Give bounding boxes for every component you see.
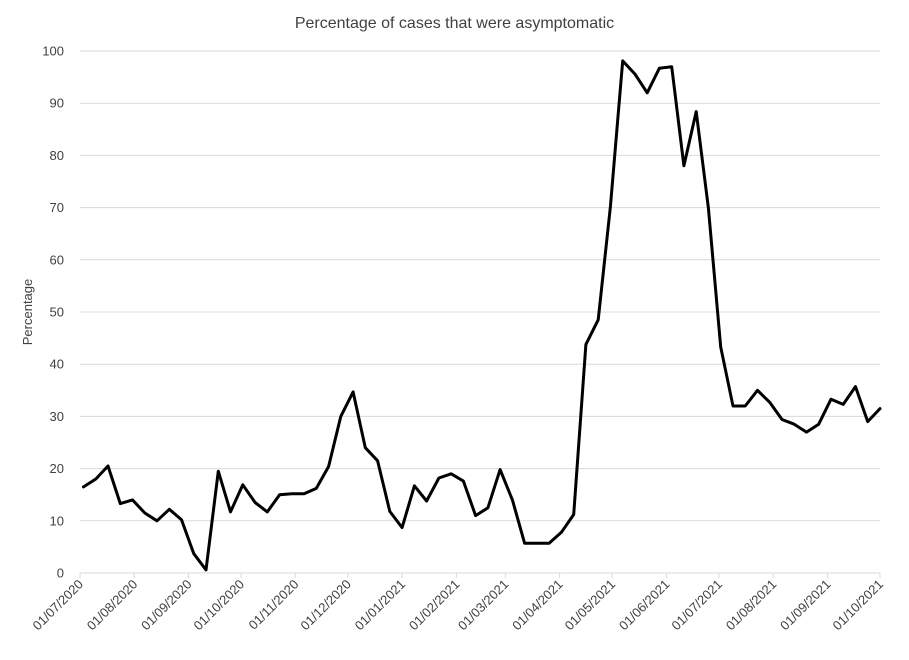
y-tick-label: 30 — [50, 409, 64, 424]
x-tick-label: 01/08/2020 — [84, 577, 141, 634]
series-layer — [82, 59, 882, 572]
y-tick-label: 60 — [50, 252, 64, 267]
x-tick-label: 01/02/2021 — [406, 577, 463, 634]
x-axis-ticks: 01/07/202001/08/202001/09/202001/10/2020… — [29, 573, 886, 633]
x-tick-label: 01/06/2021 — [616, 577, 673, 634]
x-tick-label: 01/01/2021 — [352, 577, 409, 634]
y-axis-ticks: 0 10 20 30 40 50 60 70 80 90 100 — [42, 44, 64, 581]
x-tick-label: 01/05/2021 — [562, 577, 619, 634]
y-tick-label: 100 — [42, 44, 64, 59]
x-tick-label: 01/10/2020 — [191, 577, 248, 634]
gridlines — [80, 50, 880, 574]
x-tick-label: 01/04/2021 — [509, 577, 566, 634]
y-tick-label: 90 — [50, 96, 64, 111]
x-tick-label: 01/07/2021 — [668, 577, 725, 634]
y-tick-label: 10 — [50, 513, 64, 528]
y-tick-label: 0 — [57, 566, 64, 581]
y-tick-label: 50 — [50, 305, 64, 320]
chart-title: Percentage of cases that were asymptomat… — [295, 15, 614, 32]
y-tick-label: 80 — [50, 148, 64, 163]
x-tick-label: 01/11/2020 — [245, 577, 301, 633]
x-tick-label: 01/09/2021 — [777, 577, 834, 634]
y-tick-label: 40 — [50, 357, 64, 372]
x-tick-label: 01/12/2020 — [297, 577, 354, 634]
x-tick-label: 01/10/2021 — [829, 577, 886, 634]
y-axis-label: Percentage — [20, 279, 35, 346]
x-tick-label: 01/09/2020 — [138, 577, 195, 634]
y-tick-label: 20 — [50, 461, 64, 476]
y-tick-label: 70 — [50, 200, 64, 215]
series-line — [82, 59, 882, 572]
x-tick-label: 01/07/2020 — [29, 577, 86, 634]
x-tick-label: 01/03/2021 — [455, 577, 512, 634]
x-tick-label: 01/08/2021 — [723, 577, 780, 634]
